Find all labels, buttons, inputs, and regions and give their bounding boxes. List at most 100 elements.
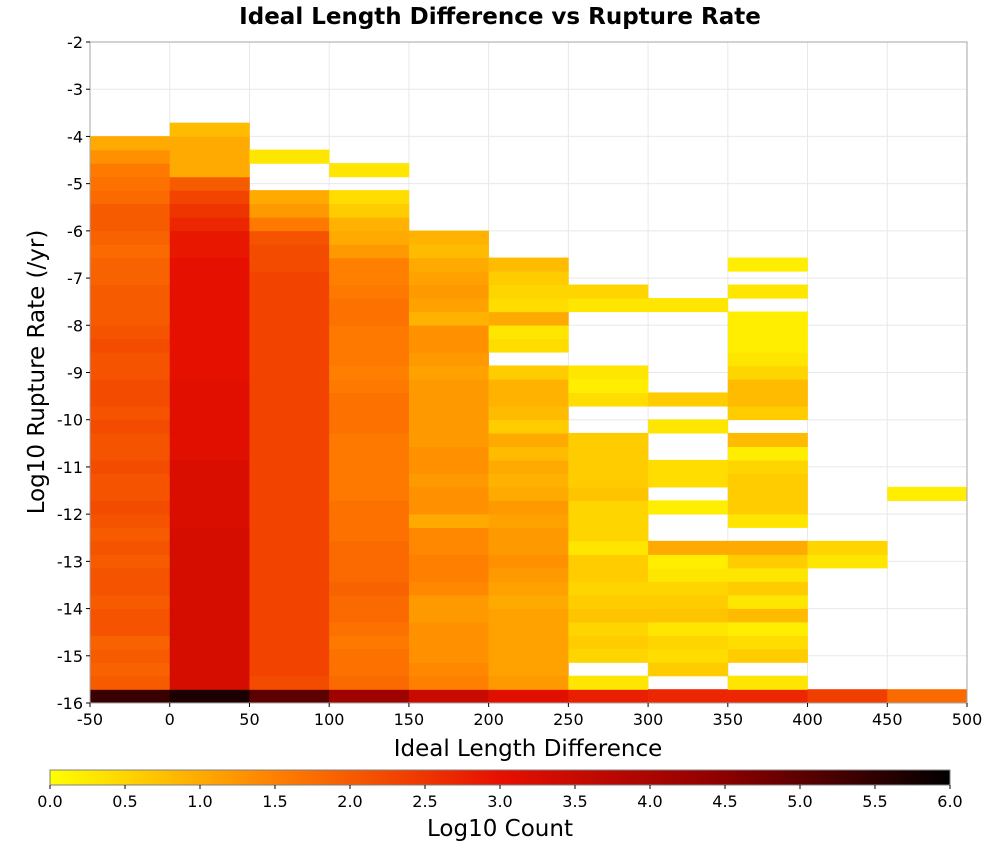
heatmap-cell — [329, 284, 410, 299]
x-tick-label: 0 — [165, 710, 175, 729]
heatmap-cell — [329, 351, 410, 367]
heatmap-cell — [169, 500, 250, 515]
heatmap-cell — [249, 365, 330, 380]
heatmap-cell — [169, 473, 250, 488]
heatmap-cell — [90, 378, 171, 394]
heatmap-cell — [648, 635, 729, 650]
heatmap-cell — [169, 149, 250, 164]
heatmap-cell — [249, 527, 330, 542]
heatmap-cell — [169, 311, 250, 326]
heatmap-cell — [568, 392, 649, 407]
heatmap-cell — [408, 689, 489, 704]
heatmap-cell — [329, 500, 410, 515]
heatmap-cell — [249, 284, 330, 299]
heatmap-cell — [408, 271, 489, 286]
heatmap-cell — [488, 378, 569, 394]
heatmap-cell — [90, 136, 171, 151]
heatmap-cell — [648, 500, 729, 515]
heatmap-cell — [408, 540, 489, 555]
heatmap-cell — [329, 473, 410, 488]
heatmap-cell — [329, 662, 410, 677]
heatmap-cell — [169, 163, 250, 178]
colorbar-tick-label: 3.0 — [487, 792, 512, 811]
heatmap-cell — [249, 567, 330, 582]
heatmap-cell — [408, 351, 489, 367]
heatmap-cell — [249, 298, 330, 313]
heatmap-cell — [568, 635, 649, 650]
heatmap-cell — [488, 284, 569, 299]
heatmap-cell — [169, 244, 250, 259]
heatmap-cell — [329, 217, 410, 232]
heatmap-cell — [488, 271, 569, 286]
heatmap-cell — [727, 351, 808, 367]
heatmap-cell — [648, 459, 729, 474]
heatmap-cell — [249, 581, 330, 596]
heatmap-cell — [568, 486, 649, 501]
heatmap-cell — [90, 635, 171, 650]
heatmap-cell — [488, 432, 569, 448]
heatmap-cell — [568, 554, 649, 569]
heatmap-cell — [488, 392, 569, 407]
heatmap-cell — [249, 662, 330, 677]
heatmap-cell — [329, 298, 410, 313]
heatmap-cell — [408, 230, 489, 245]
heatmap-cell — [727, 392, 808, 407]
heatmap-cell — [648, 473, 729, 488]
heatmap-cell — [249, 513, 330, 528]
heatmap-cell — [488, 311, 569, 326]
heatmap-cell — [329, 608, 410, 623]
heatmap-cell — [169, 176, 250, 191]
heatmap-cell — [488, 500, 569, 515]
heatmap-cell — [90, 351, 171, 367]
heatmap-cell — [807, 689, 888, 704]
heatmap-cell — [329, 163, 410, 178]
heatmap-cell — [329, 594, 410, 609]
heatmap-cell — [169, 405, 250, 421]
heatmap-cell — [488, 648, 569, 663]
y-tick-label: -7 — [67, 269, 83, 288]
heatmap-cells — [90, 122, 968, 704]
colorbar-tick-label: 1.5 — [262, 792, 287, 811]
heatmap-cell — [329, 432, 410, 448]
y-tick-label: -3 — [67, 80, 83, 99]
heatmap-cell — [488, 473, 569, 488]
heatmap-cell — [727, 513, 808, 528]
heatmap-cell — [727, 486, 808, 501]
heatmap-cell — [169, 136, 250, 151]
x-tick-label: -50 — [77, 710, 103, 729]
x-tick-label: 450 — [872, 710, 903, 729]
heatmap-cell — [408, 648, 489, 663]
x-tick-label: 150 — [394, 710, 425, 729]
heatmap-cell — [249, 446, 330, 461]
heatmap-cell — [249, 190, 330, 205]
heatmap-cell — [169, 338, 250, 353]
heatmap-cell — [249, 230, 330, 245]
y-tick-label: -10 — [57, 411, 83, 430]
heatmap-cell — [488, 486, 569, 501]
colorbar — [49, 769, 951, 786]
heatmap-cell — [408, 527, 489, 542]
heatmap-cell — [568, 621, 649, 636]
heatmap-cell — [568, 594, 649, 609]
heatmap-cell — [90, 648, 171, 663]
heatmap-cell — [648, 648, 729, 663]
heatmap-cell — [488, 459, 569, 474]
heatmap-cell — [727, 257, 808, 272]
heatmap-cell — [169, 662, 250, 677]
heatmap-cell — [169, 432, 250, 448]
heatmap-cell — [169, 540, 250, 555]
heatmap-cell — [408, 513, 489, 528]
heatmap-cell — [648, 689, 729, 704]
heatmap-cell — [329, 513, 410, 528]
heatmap-cell — [329, 635, 410, 650]
heatmap-cell — [90, 311, 171, 326]
heatmap-cell — [249, 500, 330, 515]
heatmap-cell — [90, 527, 171, 542]
heatmap-cell — [648, 662, 729, 677]
heatmap-cell — [408, 392, 489, 407]
heatmap-cell — [90, 257, 171, 272]
heatmap-cell — [90, 554, 171, 569]
heatmap-cell — [408, 473, 489, 488]
heatmap-cell — [568, 378, 649, 394]
y-tick-label: -8 — [67, 316, 83, 335]
